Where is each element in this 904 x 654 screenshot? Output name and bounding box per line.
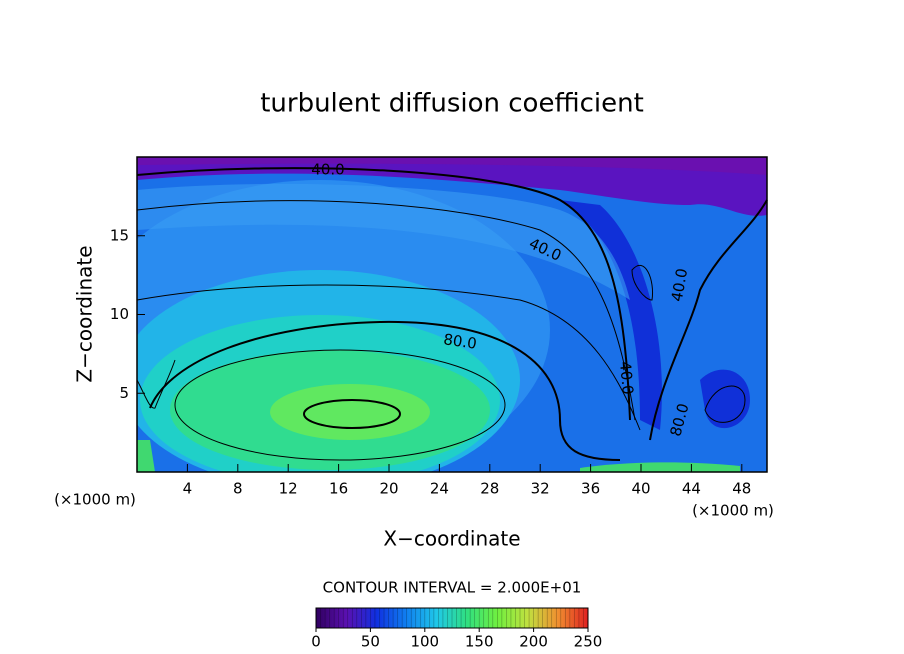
y-tick-label: 15 <box>110 226 129 244</box>
y-axis-label: Z−coordinate <box>73 245 97 382</box>
field <box>137 157 767 472</box>
x-tick-label: 24 <box>430 480 449 498</box>
contour-label: 40.0 <box>616 361 637 396</box>
colorbar-tick-label: 50 <box>361 633 380 651</box>
x-tick-label: 4 <box>183 480 193 498</box>
x-tick-label: 16 <box>329 480 348 498</box>
x-tick-label: 36 <box>581 480 600 498</box>
colorbar-tick-label: 100 <box>410 633 439 651</box>
colorbar-tick-label: 200 <box>519 633 548 651</box>
colorbar-tick-label: 250 <box>574 633 603 651</box>
chart-title: turbulent diffusion coefficient <box>260 89 644 119</box>
x-tick-label: 20 <box>379 480 398 498</box>
colorbar-tick-label: 0 <box>311 633 321 651</box>
x-unit-label: (×1000 m) <box>54 491 136 509</box>
x-axis-label: X−coordinate <box>383 527 520 551</box>
x-tick-label: 40 <box>631 480 650 498</box>
contour-label: 40.0 <box>668 267 692 303</box>
contour-label: 40.0 <box>311 161 344 179</box>
contour-label: 80.0 <box>442 330 478 352</box>
x-tick-label: 48 <box>732 480 751 498</box>
colorbar-tick-label: 150 <box>465 633 494 651</box>
x-tick-label: 12 <box>279 480 298 498</box>
x-tick-label: 8 <box>233 480 243 498</box>
y-tick-label: 5 <box>119 384 129 402</box>
x-unit-label: (×1000 m) <box>692 502 774 520</box>
x-tick-label: 28 <box>480 480 499 498</box>
y-tick-label: 10 <box>110 305 129 323</box>
contour-interval: CONTOUR INTERVAL = 2.000E+01 <box>323 579 582 597</box>
contours <box>136 167 768 461</box>
x-tick-label: 32 <box>531 480 550 498</box>
colorbar <box>315 607 589 629</box>
x-tick-label: 44 <box>682 480 701 498</box>
